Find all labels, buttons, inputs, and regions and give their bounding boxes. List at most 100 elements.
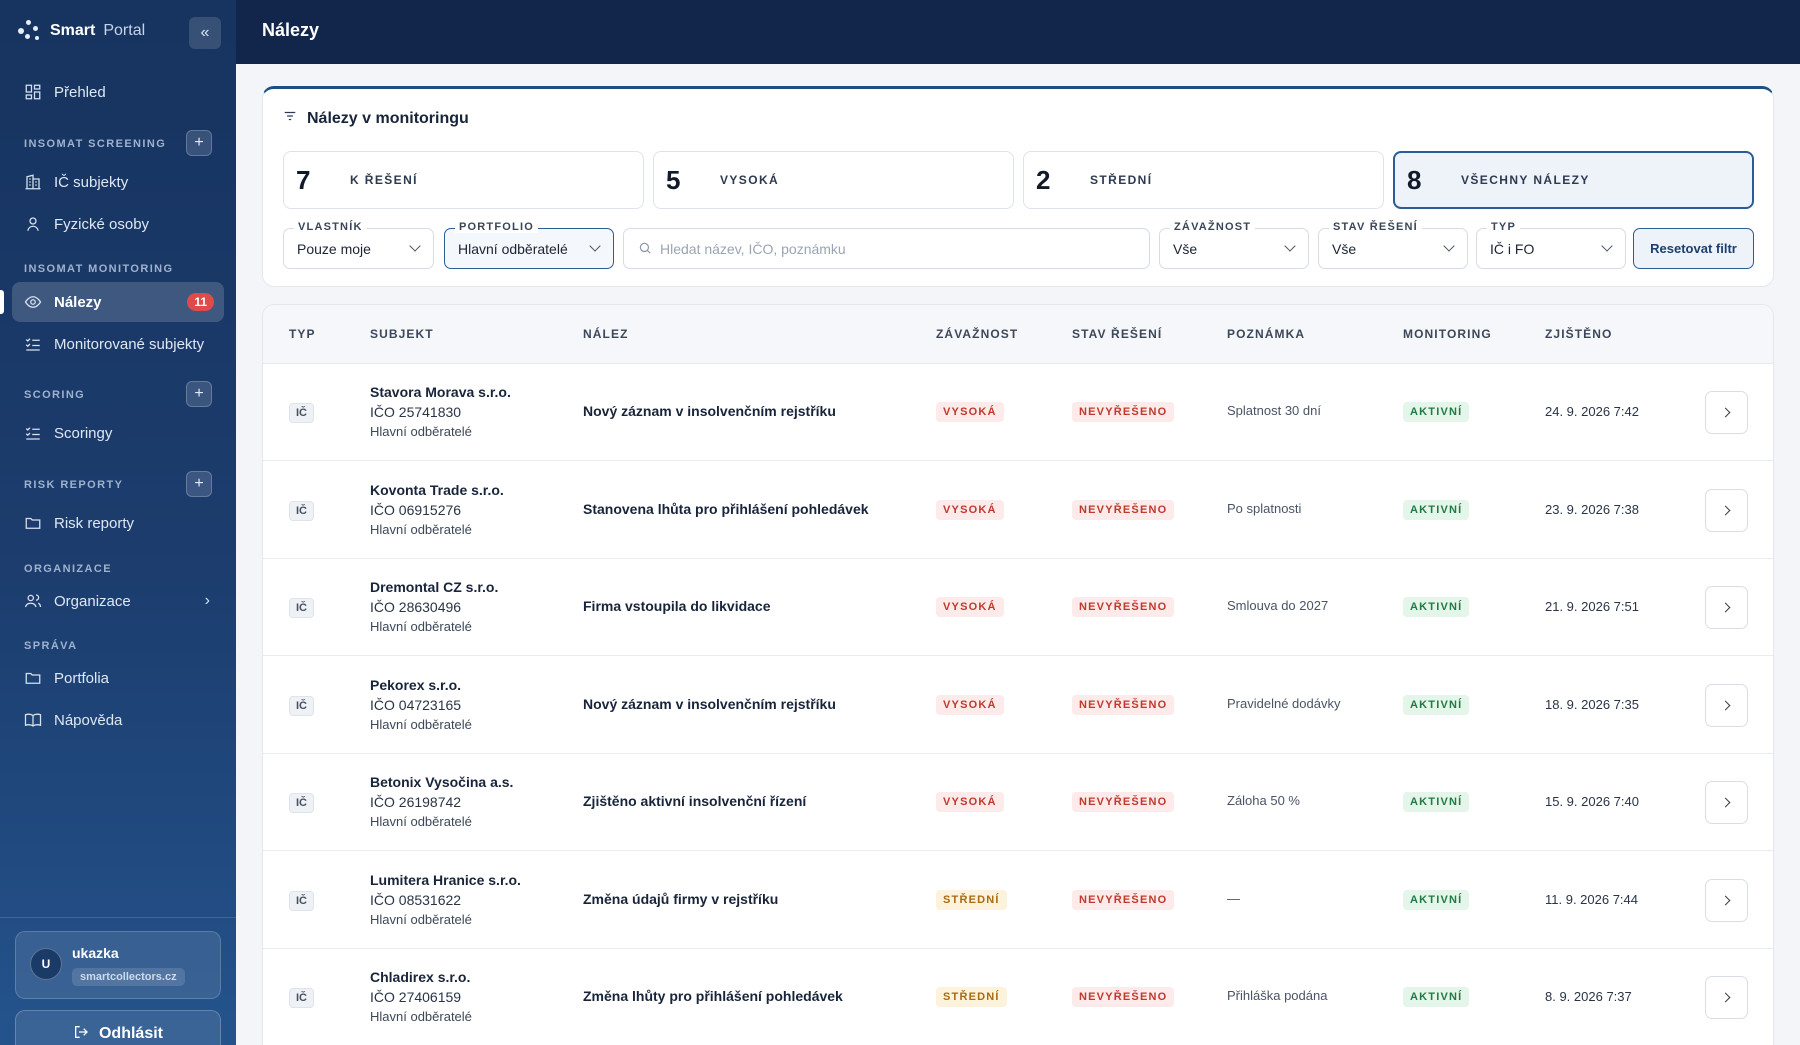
column-header-subject[interactable]: SUBJEKT <box>370 327 434 341</box>
chevron-right-icon <box>1720 992 1730 1003</box>
table-row[interactable]: IČ Chladirex s.r.o. IČO 27406159 Hlavní odb… <box>263 949 1773 1045</box>
sidebar-item-monitored[interactable]: Monitorované subjekty <box>12 324 224 364</box>
subject-name[interactable]: Lumitera Hranice s.r.o. <box>370 871 521 888</box>
sidebar-item-findings[interactable]: Nálezy 11 <box>12 282 224 322</box>
sidebar-item-organization[interactable]: Organizace › <box>12 581 224 621</box>
user-card[interactable]: U ukazka smartcollectors.cz <box>15 931 221 999</box>
sidebar-item-risk-reports[interactable]: Risk reporty <box>12 503 224 543</box>
folder-icon <box>24 514 42 532</box>
portfolio-select[interactable]: PORTFOLIO Hlavní odběratelé <box>444 221 614 269</box>
sidebar-item-overview[interactable]: Přehled <box>12 72 224 112</box>
finding-text: Nový záznam v insolvenčním rejstříku <box>583 403 836 419</box>
collapse-sidebar-button[interactable]: « <box>189 17 221 49</box>
open-detail-button[interactable] <box>1705 683 1748 727</box>
subject-name[interactable]: Betonix Vysočina a.s. <box>370 774 514 790</box>
owner-select-value: Pouze moje <box>297 241 371 257</box>
brand[interactable]: Smart Portal <box>16 18 145 44</box>
severity-badge: STŘEDNÍ <box>936 987 1007 1007</box>
stat-high[interactable]: 5 VYSOKÁ <box>653 151 1014 209</box>
column-header-type[interactable]: TYP <box>289 327 316 341</box>
section-label-scoring: SCORING <box>24 389 86 401</box>
sidebar-item-label: Portfolia <box>54 669 110 687</box>
sidebar-item-label: Monitorované subjekty <box>54 335 205 353</box>
table-row[interactable]: IČ Pekorex s.r.o. IČO 04723165 Hlavní odběr… <box>263 657 1773 754</box>
owner-select[interactable]: VLASTNÍK Pouze moje <box>283 221 434 269</box>
top-header: Nálezy <box>236 0 1800 64</box>
state-badge: NEVYŘEŠENO <box>1072 499 1175 520</box>
sidebar-item-portfolios[interactable]: Portfolia <box>12 658 224 698</box>
reset-filter-button[interactable]: Resetovat filtr <box>1633 228 1754 269</box>
subject-ico: IČO 28630496 <box>370 599 462 615</box>
dashboard-icon <box>24 83 42 101</box>
found-date: 18. 9. 2026 7:35 <box>1545 696 1639 712</box>
sidebar-item-persons[interactable]: Fyzické osoby <box>12 204 224 244</box>
eye-icon <box>24 293 42 311</box>
open-detail-button[interactable] <box>1705 781 1748 824</box>
column-header-severity[interactable]: ZÁVAŽNOST <box>936 327 1019 341</box>
add-risk-report-button[interactable]: + <box>186 471 212 497</box>
logout-button[interactable]: Odhlásit <box>15 1010 221 1045</box>
stat-label: STŘEDNÍ <box>1090 173 1153 187</box>
severity-select[interactable]: ZÁVAŽNOST Vše <box>1159 221 1309 269</box>
stat-medium[interactable]: 2 STŘEDNÍ <box>1023 151 1384 209</box>
severity-badge: VYSOKÁ <box>936 499 1004 520</box>
plus-icon: + <box>194 385 204 402</box>
open-detail-button[interactable] <box>1705 391 1748 434</box>
found-date: 11. 9. 2026 7:44 <box>1545 891 1639 907</box>
subject-name[interactable]: Kovonta Trade s.r.o. <box>370 481 504 498</box>
subject-name[interactable]: Dremontal CZ s.r.o. <box>370 579 499 595</box>
chevron-down-icon <box>1601 240 1613 252</box>
found-date: 23. 9. 2026 7:38 <box>1545 501 1639 517</box>
chevron-down-icon <box>589 240 601 252</box>
chevron-right-icon <box>1720 797 1730 808</box>
sidebar-item-help[interactable]: Nápověda <box>12 700 224 740</box>
column-header-found[interactable]: ZJIŠTĚNO <box>1545 327 1613 341</box>
type-select[interactable]: TYP IČ i FO <box>1476 221 1626 269</box>
monitoring-badge: AKTIVNÍ <box>1403 402 1470 422</box>
stat-number: 2 <box>1036 164 1051 195</box>
sidebar-item-label: Přehled <box>54 83 106 101</box>
folder-icon <box>24 669 42 687</box>
finding-text: Zjištěno aktivní insolvenční řízení <box>583 793 807 809</box>
finding-text: Firma vstoupila do likvidace <box>583 598 771 614</box>
column-header-state[interactable]: STAV ŘEŠENÍ <box>1072 327 1163 341</box>
stat-number: 7 <box>296 164 311 195</box>
building-icon <box>24 173 42 191</box>
column-header-finding[interactable]: NÁLEZ <box>583 327 629 341</box>
subject-name[interactable]: Chladirex s.r.o. <box>370 969 471 985</box>
open-detail-button[interactable] <box>1705 976 1748 1019</box>
table-row[interactable]: IČ Stavora Morava s.r.o. IČO 25741830 Hlavn… <box>263 364 1773 461</box>
sidebar-item-scorings[interactable]: Scoringy <box>12 413 224 453</box>
search-field[interactable] <box>623 228 1150 269</box>
column-header-note[interactable]: POZNÁMKA <box>1227 327 1306 341</box>
state-select[interactable]: STAV ŘEŠENÍ Vše <box>1318 221 1468 269</box>
open-detail-button[interactable] <box>1705 488 1748 532</box>
table-row[interactable]: IČ Kovonta Trade s.r.o. IČO 06915276 Hlavní… <box>263 462 1773 559</box>
finding-text: Stanovena lhůta pro přihlášení pohledáve… <box>583 500 869 517</box>
table-row[interactable]: IČ Dremontal CZ s.r.o. IČO 28630496 Hlavní … <box>263 559 1773 656</box>
sidebar-item-ic-subjects[interactable]: IČ subjekty <box>12 162 224 202</box>
subject-name[interactable]: Pekorex s.r.o. <box>370 676 462 693</box>
add-scoring-button[interactable]: + <box>186 381 212 407</box>
stat-all-findings[interactable]: 8 VŠECHNY NÁLEZY <box>1393 151 1754 209</box>
search-input[interactable] <box>660 238 1080 260</box>
type-badge: IČ <box>289 793 314 813</box>
add-screening-button[interactable]: + <box>186 130 212 156</box>
subject-portfolio: Hlavní odběratelé <box>370 424 472 439</box>
monitoring-badge: AKTIVNÍ <box>1403 889 1470 910</box>
subject-name[interactable]: Stavora Morava s.r.o. <box>370 384 511 400</box>
open-detail-button[interactable] <box>1705 878 1748 922</box>
column-header-monitoring[interactable]: MONITORING <box>1403 327 1492 341</box>
sidebar: Smart Portal « Přehled INSOMAT SCREENING … <box>0 0 236 1045</box>
chevron-right-icon <box>1720 700 1730 710</box>
table-row[interactable]: IČ Lumitera Hranice s.r.o. IČO 08531622 Hla… <box>263 852 1773 949</box>
stat-to-resolve[interactable]: 7 K ŘEŠENÍ <box>283 151 644 209</box>
state-select-label: STAV ŘEŠENÍ <box>1329 221 1422 233</box>
filter-icon <box>283 109 297 128</box>
findings-table: TYP SUBJEKT NÁLEZ ZÁVAŽNOST STAV ŘEŠENÍ … <box>262 304 1774 1045</box>
note-text: Po splatnosti <box>1227 500 1302 516</box>
section-label-risk: RISK REPORTY <box>24 479 124 491</box>
table-row[interactable]: IČ Betonix Vysočina a.s. IČO 26198742 Hlavn… <box>263 754 1773 851</box>
open-detail-button[interactable] <box>1705 586 1748 629</box>
monitoring-badge: AKTIVNÍ <box>1403 597 1470 617</box>
